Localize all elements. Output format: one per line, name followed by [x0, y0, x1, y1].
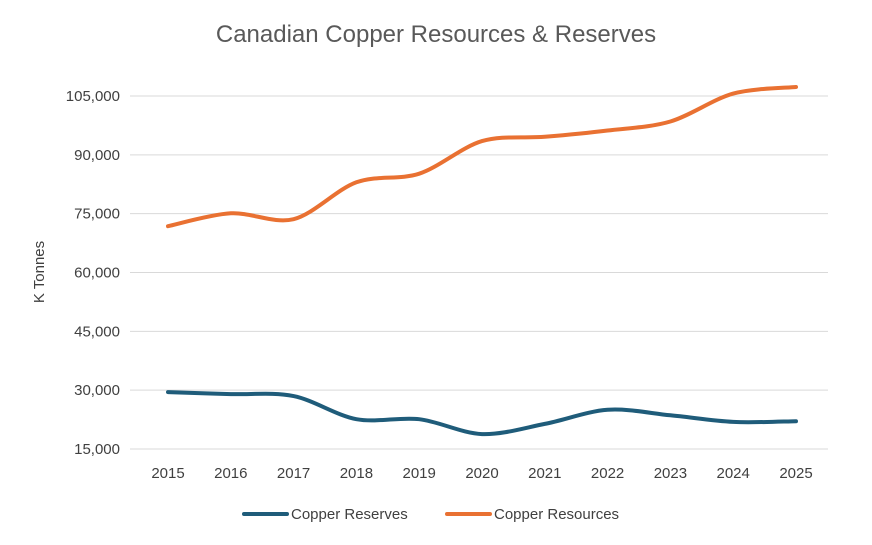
y-axis-ticks: 15,000 30,000 45,000 60,000 75,000 90,000 105,… — [66, 88, 120, 458]
y-tick-label: 60,000 — [74, 265, 120, 282]
data-point-copper-reserves-2020 — [480, 432, 484, 436]
x-tick-label-2023: 2023 — [654, 465, 687, 482]
x-tick-label-2015: 2015 — [151, 465, 184, 482]
data-point-copper-reserves-2023 — [668, 413, 672, 417]
series-line-copper-reserves — [166, 390, 798, 437]
legend-label-copper-resources: Copper Resources — [494, 506, 619, 523]
data-point-copper-resources-2021 — [543, 135, 547, 139]
data-point-copper-resources-2022 — [606, 129, 610, 133]
x-tick-label-2020: 2020 — [465, 465, 498, 482]
y-axis-title: K Tonnes — [31, 241, 48, 303]
data-point-copper-resources-2015 — [166, 224, 170, 228]
y-tick-label: 105,000 — [66, 88, 120, 105]
legend: Copper Reserves Copper Resources — [242, 506, 619, 523]
data-point-copper-reserves-2025 — [794, 419, 798, 423]
legend-item-copper-reserves: Copper Reserves — [242, 506, 408, 523]
x-tick-label-2024: 2024 — [717, 465, 750, 482]
series-line-copper-resources — [166, 85, 798, 229]
x-tick-label-2019: 2019 — [403, 465, 436, 482]
series-lines — [166, 85, 798, 437]
data-point-copper-reserves-2015 — [166, 390, 170, 394]
data-point-copper-reserves-2018 — [354, 417, 358, 421]
data-point-copper-reserves-2021 — [543, 422, 547, 426]
data-point-copper-resources-2018 — [354, 180, 358, 184]
y-tick-label: 45,000 — [74, 323, 120, 340]
data-point-copper-resources-2017 — [292, 217, 296, 221]
data-point-copper-resources-2023 — [668, 119, 672, 123]
data-point-copper-reserves-2022 — [606, 408, 610, 412]
data-point-copper-reserves-2016 — [229, 392, 233, 396]
legend-label-copper-reserves: Copper Reserves — [291, 506, 408, 523]
y-tick-label: 90,000 — [74, 147, 120, 164]
legend-item-copper-resources: Copper Resources — [445, 506, 619, 523]
data-point-copper-reserves-2017 — [292, 394, 296, 398]
data-point-copper-resources-2016 — [229, 211, 233, 215]
x-axis-ticks: 2015 2016 2017 2018 2019 2020 2021 2022 2023 2024… — [151, 465, 812, 482]
y-tick-label: 75,000 — [74, 206, 120, 223]
data-point-copper-resources-2024 — [731, 92, 735, 96]
data-point-copper-resources-2019 — [417, 172, 421, 176]
data-point-copper-reserves-2019 — [417, 417, 421, 421]
data-point-copper-resources-2020 — [480, 139, 484, 143]
x-tick-label-2022: 2022 — [591, 465, 624, 482]
x-tick-label-2021: 2021 — [528, 465, 561, 482]
y-tick-label: 15,000 — [74, 441, 120, 458]
chart-title: Canadian Copper Resources & Reserves — [216, 21, 656, 48]
x-tick-label-2017: 2017 — [277, 465, 310, 482]
x-tick-label-2016: 2016 — [214, 465, 247, 482]
data-point-copper-resources-2025 — [794, 85, 798, 89]
y-tick-label: 30,000 — [74, 382, 120, 399]
x-tick-label-2018: 2018 — [340, 465, 373, 482]
data-point-copper-reserves-2024 — [731, 420, 735, 424]
x-tick-label-2025: 2025 — [779, 465, 812, 482]
